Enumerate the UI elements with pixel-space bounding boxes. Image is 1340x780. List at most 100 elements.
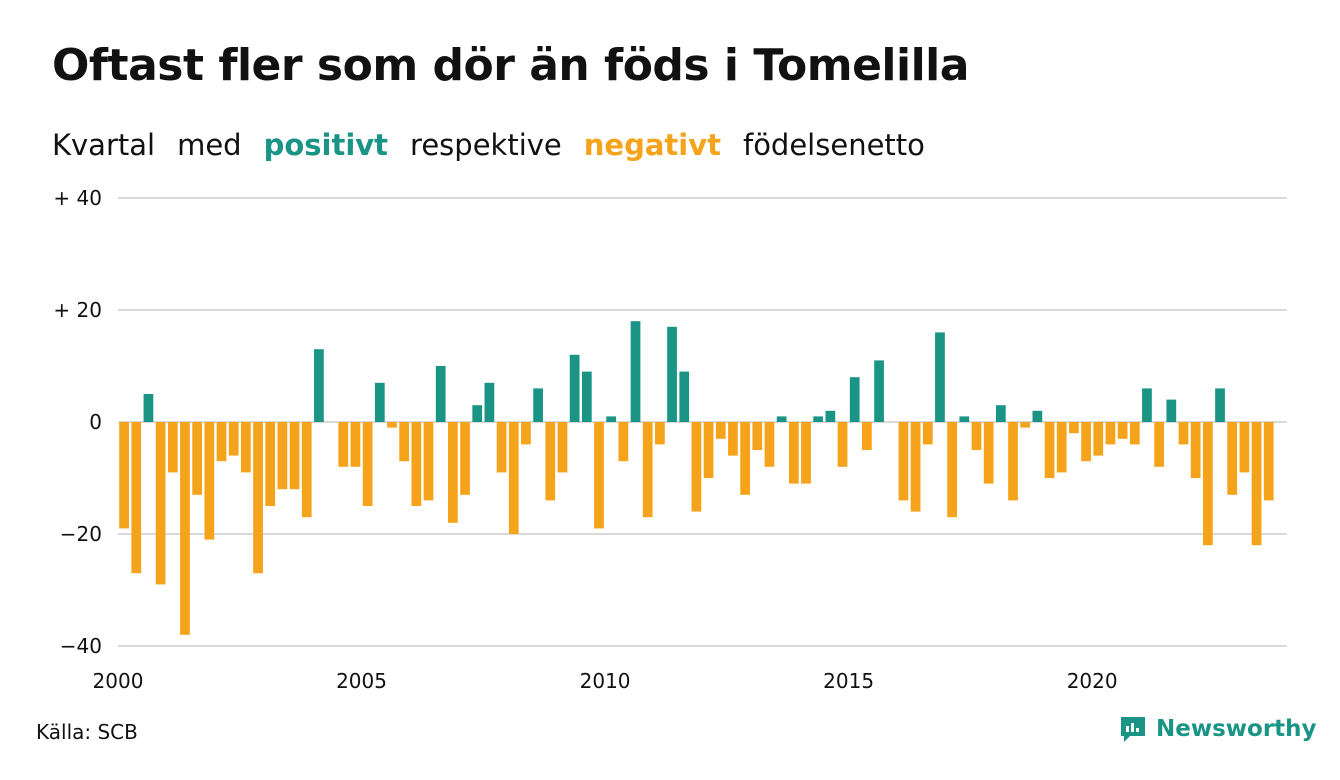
- bar-2012-q4: [740, 422, 750, 495]
- bar-2022-q1: [1190, 422, 1201, 478]
- bar-2001-q2: [180, 422, 190, 635]
- bar-2016-q1: [898, 422, 909, 501]
- y-tick-label: −40: [60, 634, 102, 658]
- bar-2011-q3: [679, 371, 690, 422]
- bar-2014-q4: [837, 422, 848, 467]
- bar-2021-q2: [1154, 422, 1165, 467]
- bar-2001-q3: [192, 422, 203, 495]
- bar-2006-q4: [448, 422, 458, 523]
- bar-2018-q1: [995, 405, 1006, 422]
- bar-2008-q2: [521, 422, 531, 445]
- bar-2022-q2: [1202, 422, 1213, 546]
- brand: Newsworthy: [1118, 714, 1317, 744]
- bar-2011-q2: [667, 326, 677, 422]
- bar-2014-q2: [813, 416, 824, 422]
- bar-2003-q1: [265, 422, 276, 506]
- bar-2003-q4: [301, 422, 312, 518]
- bar-2004-q1: [314, 349, 324, 422]
- bars: [119, 321, 1274, 635]
- bar-2022-q4: [1227, 422, 1238, 495]
- chart-title: Oftast fler som dör än föds i Tomelilla: [52, 40, 969, 91]
- bar-2019-q3: [1069, 422, 1079, 434]
- bar-2014-q3: [825, 410, 836, 422]
- bar-2003-q2: [277, 422, 288, 490]
- bar-2023-q3: [1263, 422, 1274, 501]
- bar-2022-q3: [1215, 388, 1225, 422]
- bar-2009-q2: [569, 354, 580, 422]
- newsworthy-logo-icon: [1121, 717, 1145, 742]
- bar-2010-q2: [618, 422, 629, 462]
- bar-2006-q3: [435, 366, 446, 422]
- bar-2012-q3: [728, 422, 738, 456]
- bar-2020-q4: [1129, 422, 1140, 445]
- bar-2002-q4: [253, 422, 263, 574]
- bar-2021-q3: [1166, 399, 1177, 422]
- bar-2018-q2: [1008, 422, 1018, 501]
- subtitle-positive-word: positivt: [263, 128, 389, 162]
- y-tick-label: 0: [89, 410, 102, 434]
- bar-2016-q3: [922, 422, 933, 445]
- bar-2017-q2: [959, 416, 970, 422]
- source-note: Källa: SCB: [36, 720, 138, 744]
- bar-2007-q2: [472, 405, 483, 422]
- bar-2012-q1: [703, 422, 714, 478]
- bar-2016-q4: [935, 332, 945, 422]
- bar-2021-q4: [1178, 422, 1189, 445]
- bar-2005-q2: [374, 382, 385, 422]
- bar-2013-q2: [764, 422, 775, 467]
- bar-2018-q3: [1020, 422, 1031, 428]
- bar-2011-q1: [655, 422, 665, 445]
- bar-2013-q1: [752, 422, 763, 450]
- subtitle-negative-word: negativt: [583, 128, 721, 162]
- bar-2017-q3: [971, 422, 982, 450]
- bar-2020-q2: [1105, 422, 1116, 445]
- bar-2003-q3: [289, 422, 300, 490]
- bar-2013-q4: [788, 422, 799, 484]
- bar-2005-q1: [362, 422, 373, 506]
- bar-2010-q1: [606, 416, 617, 422]
- bar-2006-q1: [411, 422, 422, 506]
- x-tick-label: 2015: [823, 669, 874, 693]
- bar-chart: + 40 + 20 0 −20 −40 2000 2005 2010 2015 2020: [53, 186, 1287, 693]
- bar-2013-q3: [776, 416, 787, 422]
- bar-2016-q2: [910, 422, 921, 512]
- bar-2005-q3: [387, 422, 397, 428]
- bar-2008-q4: [545, 422, 556, 501]
- bar-2005-q4: [399, 422, 410, 462]
- bar-2015-q3: [874, 360, 884, 422]
- y-tick-label: + 40: [53, 186, 102, 210]
- bar-2004-q3: [338, 422, 349, 467]
- brand-name: Newsworthy: [1156, 716, 1317, 742]
- y-tick-label: + 20: [53, 298, 102, 322]
- bar-2015-q1: [849, 377, 860, 422]
- subtitle-word-med: med: [177, 128, 242, 162]
- bar-2019-q2: [1056, 422, 1067, 473]
- bar-2006-q2: [423, 422, 434, 501]
- bar-2009-q3: [581, 371, 592, 422]
- bar-2000-q4: [155, 422, 166, 585]
- bar-2017-q4: [983, 422, 994, 484]
- bar-2004-q4: [350, 422, 361, 467]
- x-tick-label: 2005: [336, 669, 387, 693]
- bar-2014-q1: [801, 422, 811, 484]
- subtitle-word-fodelsenetto: födelsenetto: [742, 128, 925, 162]
- bar-2007-q3: [484, 382, 495, 422]
- grid-lines: [118, 197, 1287, 647]
- bar-2017-q1: [947, 422, 957, 518]
- bar-2009-q4: [594, 422, 604, 529]
- bar-2023-q1: [1239, 422, 1250, 473]
- bar-2001-q4: [204, 422, 215, 540]
- chart-subtitle: Kvartal med positivt respektive negativt föde…: [52, 128, 947, 162]
- bar-2000-q3: [143, 394, 154, 422]
- bar-2018-q4: [1032, 410, 1043, 422]
- bar-2019-q4: [1081, 422, 1091, 462]
- bar-2002-q3: [240, 422, 251, 473]
- bar-2021-q1: [1142, 388, 1152, 422]
- bar-2010-q3: [630, 321, 641, 422]
- x-tick-label: 2000: [93, 669, 144, 693]
- subtitle-word-respektive: respektive: [410, 128, 562, 162]
- bar-2007-q1: [460, 422, 470, 495]
- bar-2000-q2: [131, 422, 142, 574]
- bar-2023-q2: [1251, 422, 1262, 546]
- y-tick-label: −20: [60, 522, 102, 546]
